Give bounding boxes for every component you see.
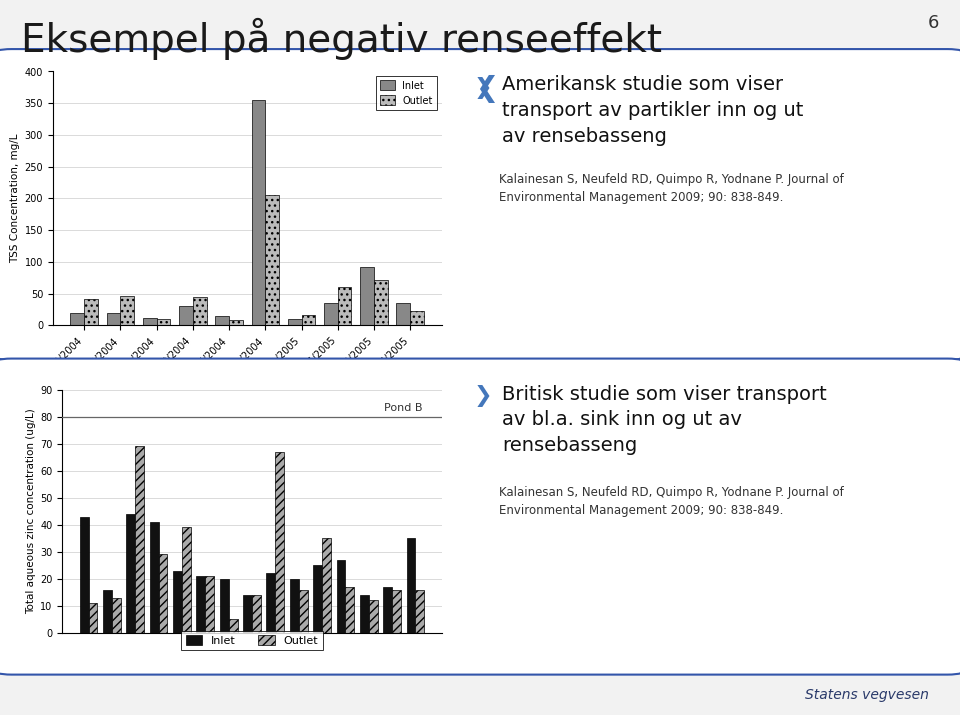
Bar <box>180 306 193 325</box>
Bar <box>229 320 243 325</box>
Bar <box>369 601 377 633</box>
Bar <box>197 576 205 633</box>
Bar <box>410 311 424 325</box>
Bar <box>267 573 276 633</box>
Bar <box>346 587 354 633</box>
Bar <box>299 590 307 633</box>
Bar <box>288 319 301 325</box>
Bar <box>313 566 322 633</box>
Bar <box>220 578 228 633</box>
Bar <box>416 590 424 633</box>
Bar <box>193 297 206 325</box>
Text: ❮: ❮ <box>475 75 498 103</box>
Legend: Inlet, Outlet: Inlet, Outlet <box>181 631 323 651</box>
Text: Statens vegvesen: Statens vegvesen <box>805 688 929 702</box>
Bar <box>338 287 351 325</box>
Bar <box>301 315 315 325</box>
Bar <box>252 595 261 633</box>
Bar <box>290 578 299 633</box>
Bar <box>127 514 135 633</box>
Text: Kalainesan S, Neufeld RD, Quimpo R, Yodnane P. Journal of
Environmental Manageme: Kalainesan S, Neufeld RD, Quimpo R, Yodn… <box>499 173 844 204</box>
Bar <box>228 619 237 633</box>
Bar <box>360 595 369 633</box>
Bar <box>396 303 410 325</box>
Text: ❯: ❯ <box>473 385 492 407</box>
Bar <box>243 595 252 633</box>
Bar <box>173 571 182 633</box>
Bar <box>143 317 156 325</box>
Text: Britisk studie som viser transport
av bl.a. sink inn og ut av
rensebasseng: Britisk studie som viser transport av bl… <box>502 385 827 455</box>
Bar <box>383 587 392 633</box>
Legend: Inlet, Outlet: Inlet, Outlet <box>376 77 437 109</box>
Bar <box>88 603 97 633</box>
Bar <box>322 538 331 633</box>
Bar <box>392 590 401 633</box>
Bar <box>265 195 279 325</box>
Bar <box>407 538 416 633</box>
Text: 6: 6 <box>927 14 939 32</box>
Bar <box>276 452 284 633</box>
Text: Pond B: Pond B <box>384 403 422 413</box>
Bar <box>80 517 88 633</box>
Bar <box>103 590 112 633</box>
Bar <box>107 312 120 325</box>
Bar <box>215 316 229 325</box>
Bar <box>360 267 374 325</box>
Bar <box>84 299 98 325</box>
Text: Amerikansk studie som viser
transport av partikler inn og ut
av rensebasseng: Amerikansk studie som viser transport av… <box>502 75 804 146</box>
Bar <box>337 560 346 633</box>
X-axis label: Sampling Date: Sampling Date <box>199 387 296 400</box>
Y-axis label: TSS Concentration, mg/L: TSS Concentration, mg/L <box>11 134 20 263</box>
Text: Kalainesan S, Neufeld RD, Quimpo R, Yodnane P. Journal of
Environmental Manageme: Kalainesan S, Neufeld RD, Quimpo R, Yodn… <box>499 486 844 517</box>
Text: Eksempel på negativ renseeffekt: Eksempel på negativ renseeffekt <box>21 18 662 60</box>
Bar <box>374 280 388 325</box>
Bar <box>112 598 121 633</box>
Bar <box>150 522 158 633</box>
Bar <box>135 446 144 633</box>
Bar <box>205 576 214 633</box>
Bar <box>120 296 134 325</box>
FancyBboxPatch shape <box>0 49 960 360</box>
Bar <box>182 528 191 633</box>
Y-axis label: Total aqueous zinc concentration (ug/L): Total aqueous zinc concentration (ug/L) <box>26 408 36 614</box>
Bar <box>70 312 84 325</box>
Text: ❯: ❯ <box>473 77 492 99</box>
Bar <box>156 319 171 325</box>
Bar <box>158 554 167 633</box>
FancyBboxPatch shape <box>0 359 960 675</box>
Bar <box>252 100 265 325</box>
Bar <box>324 303 338 325</box>
